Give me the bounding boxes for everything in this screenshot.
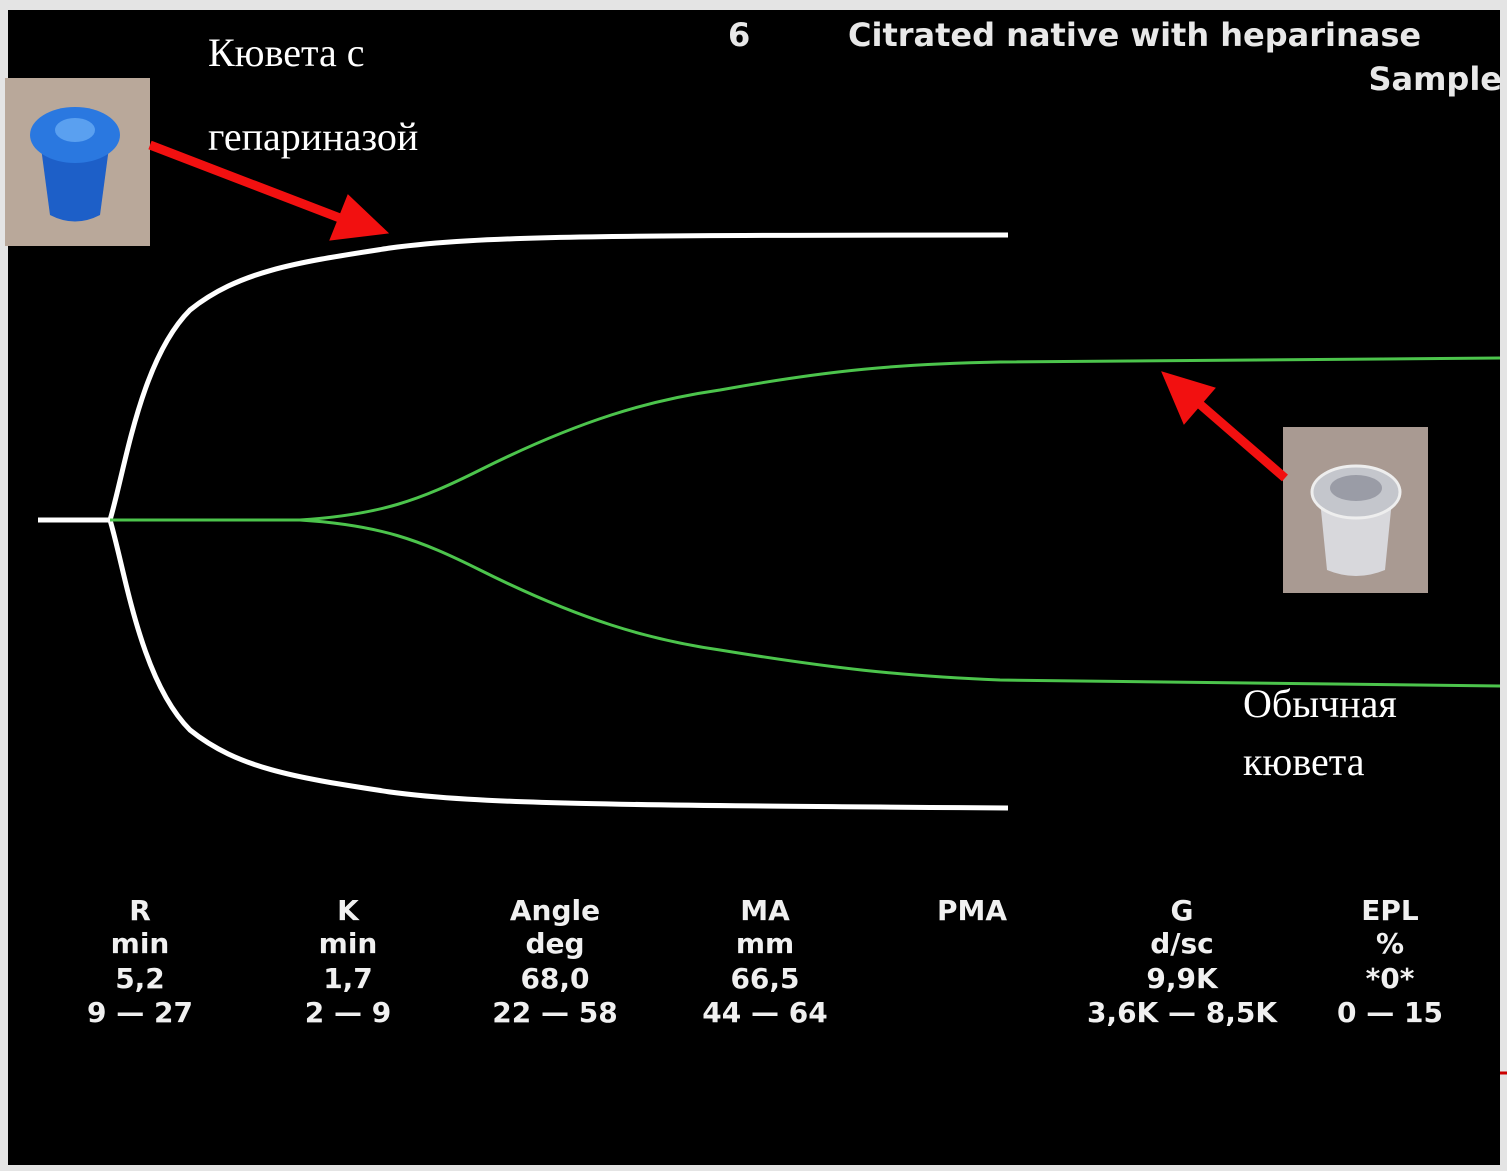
plain-trace-bottom bbox=[299, 518, 1501, 688]
plain-trace-top bbox=[110, 356, 1501, 522]
arrowhead bbox=[1161, 371, 1216, 425]
annotation: Обычная bbox=[1243, 681, 1397, 726]
parameter-unit: deg bbox=[525, 927, 584, 960]
heparinase-trace-bottom bbox=[38, 517, 1009, 811]
parameter-value: 66,5 bbox=[730, 962, 799, 995]
plain-cup-image bbox=[1283, 427, 1428, 593]
parameter-value: *0* bbox=[1366, 962, 1415, 995]
sample-number: 6 bbox=[728, 16, 750, 54]
parameter-range: 22 — 58 bbox=[492, 996, 617, 1029]
parameter-value: 1,7 bbox=[323, 962, 373, 995]
arrows bbox=[148, 140, 1288, 482]
traces bbox=[38, 232, 1501, 811]
parameter-name: EPL bbox=[1361, 894, 1419, 927]
arrowhead bbox=[329, 194, 390, 241]
parameter-value: 5,2 bbox=[115, 962, 165, 995]
annotation: гепариназой bbox=[208, 114, 418, 159]
parameter-name: G bbox=[1171, 894, 1194, 927]
parameter-range: 3,6K — 8,5K bbox=[1087, 996, 1278, 1029]
background bbox=[8, 10, 1500, 1165]
parameter-name: MA bbox=[740, 894, 790, 927]
parameter-name: PMA bbox=[937, 894, 1007, 927]
parameter-name: K bbox=[337, 894, 360, 927]
parameter-unit: min bbox=[111, 927, 170, 960]
heparinase-cup-image bbox=[5, 78, 150, 246]
annotation: Кювета с bbox=[208, 30, 364, 75]
parameter-range: 0 — 15 bbox=[1337, 996, 1443, 1029]
parameter-name: Angle bbox=[510, 894, 600, 927]
parameter-unit: d/sc bbox=[1150, 927, 1214, 960]
arrow bbox=[148, 140, 347, 225]
parameter-name: R bbox=[129, 894, 151, 927]
arrow bbox=[1192, 396, 1288, 482]
parameter-unit: % bbox=[1376, 927, 1404, 960]
parameter-unit: min bbox=[319, 927, 378, 960]
annotation: кювета bbox=[1243, 739, 1365, 784]
title: Citrated native with heparinase bbox=[848, 16, 1421, 54]
parameter-value: 9,9K bbox=[1146, 962, 1219, 995]
parameter-range: 2 — 9 bbox=[305, 996, 391, 1029]
subtitle: Sample bbox=[1368, 60, 1502, 98]
parameter-range: 9 — 27 bbox=[87, 996, 193, 1029]
parameter-value: 68,0 bbox=[520, 962, 589, 995]
parameter-unit: mm bbox=[736, 927, 794, 960]
heparinase-trace-top bbox=[38, 232, 1009, 523]
parameter-range: 44 — 64 bbox=[702, 996, 827, 1029]
